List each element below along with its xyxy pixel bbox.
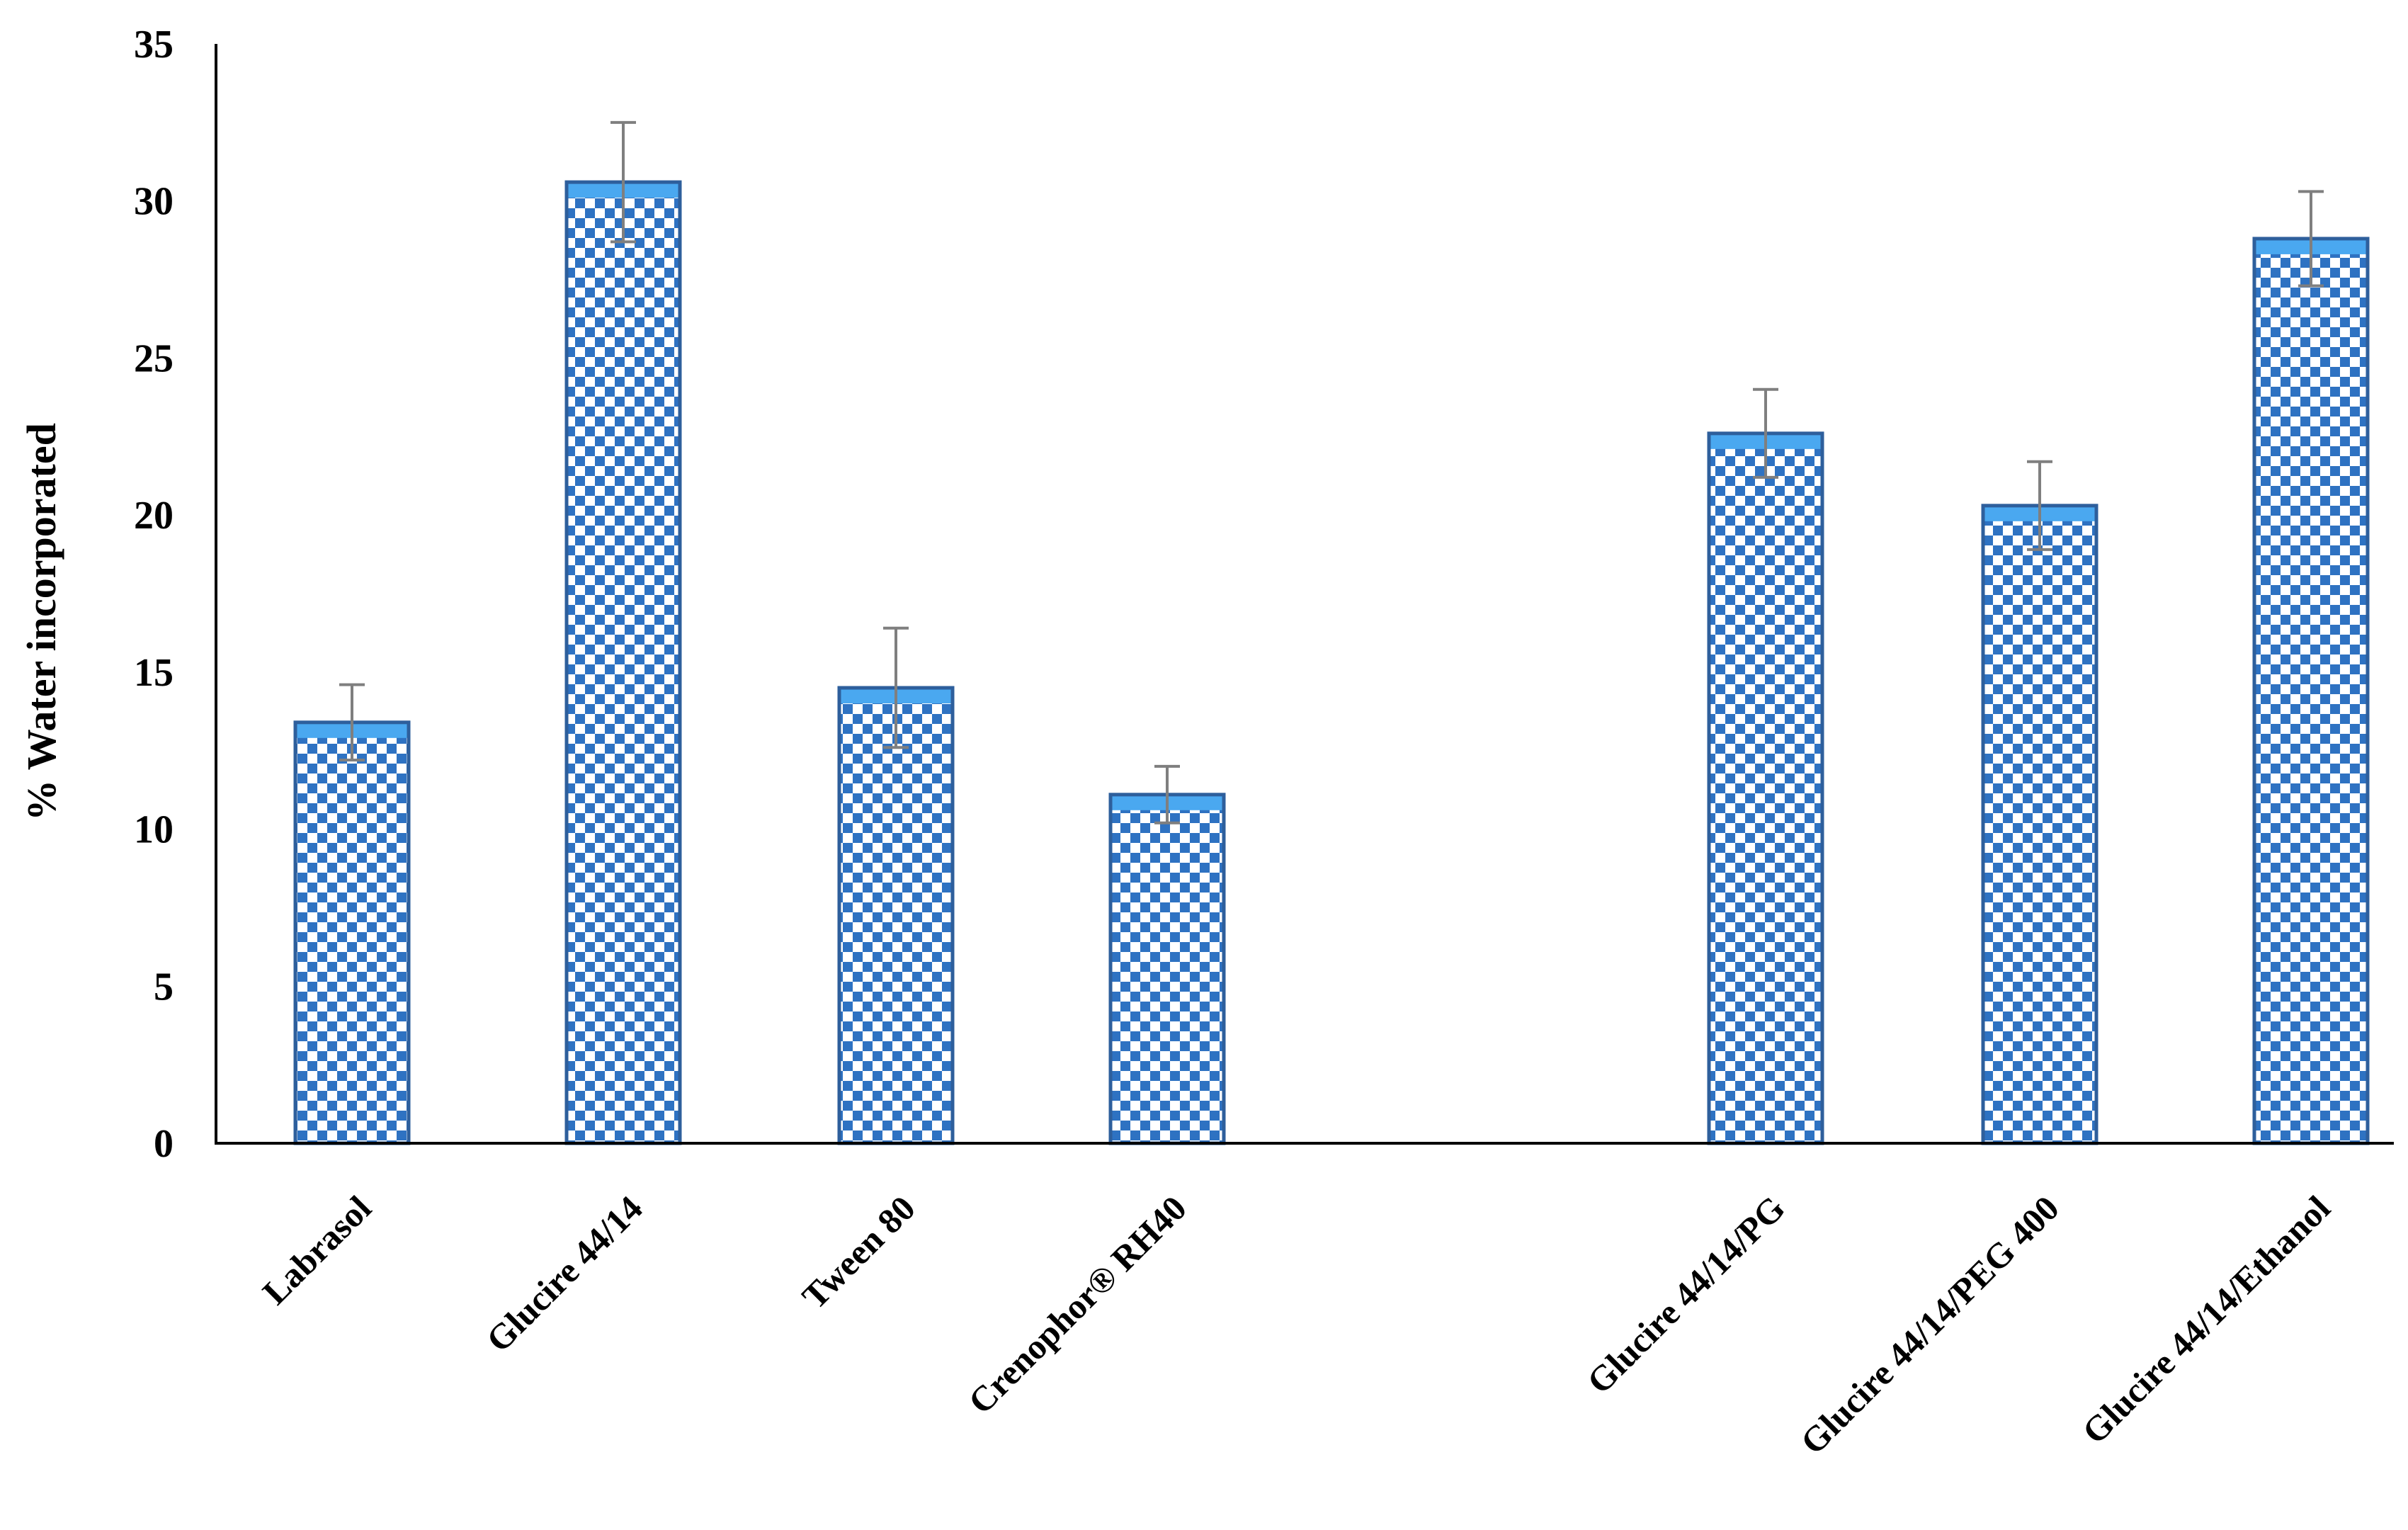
bar-fill	[1709, 433, 1822, 1143]
error-bar	[610, 120, 636, 244]
y-tick-label: 20	[134, 494, 174, 538]
y-axis-title: % Water incorporated	[18, 423, 64, 821]
error-bar	[1154, 764, 1180, 824]
y-tick-label: 30	[134, 180, 174, 224]
y-tick-label: 35	[134, 23, 174, 67]
bar	[564, 180, 682, 1145]
bar-fill	[839, 688, 953, 1143]
category-label: Labrasol	[255, 1188, 379, 1312]
y-axis-ticks: 0 5 10 15 20 25 30 35	[134, 23, 174, 1166]
bar-fill	[1111, 794, 1224, 1143]
y-tick-label: 5	[154, 965, 174, 1009]
category-label: Glucire 44/14/Ethanol	[2074, 1188, 2338, 1451]
category-label: Tween 80	[794, 1188, 922, 1316]
bar	[1108, 793, 1226, 1145]
category-labels: Labrasol Glucire 44/14 Tween 80 Crenophor® …	[255, 1188, 2338, 1462]
bar-fill	[567, 182, 680, 1143]
bar-fill	[2254, 238, 2368, 1143]
error-bars-group	[339, 120, 2324, 824]
bar-fill	[295, 722, 409, 1143]
category-label: Glucire 44/14	[479, 1188, 650, 1359]
category-label: Crenophor® RH40	[960, 1188, 1194, 1422]
bar	[1707, 431, 1824, 1145]
error-bar	[2027, 460, 2052, 551]
bar-fill	[1983, 505, 2096, 1143]
bar	[1981, 504, 2099, 1145]
bars-group	[293, 180, 2370, 1145]
bar	[293, 720, 411, 1145]
error-bar	[339, 683, 365, 762]
bar	[2252, 237, 2370, 1145]
error-bar	[1753, 387, 1778, 479]
y-tick-label: 15	[134, 651, 174, 695]
y-tick-label: 0	[154, 1122, 174, 1166]
category-label: Glucire 44/14/PEG 400	[1793, 1188, 2067, 1462]
y-tick-label: 25	[134, 336, 174, 380]
y-tick-label: 10	[134, 808, 174, 852]
error-bar	[883, 626, 909, 749]
bar	[837, 686, 955, 1145]
error-bar	[2298, 190, 2324, 288]
category-label: Glucire 44/14/PG	[1579, 1188, 1793, 1401]
